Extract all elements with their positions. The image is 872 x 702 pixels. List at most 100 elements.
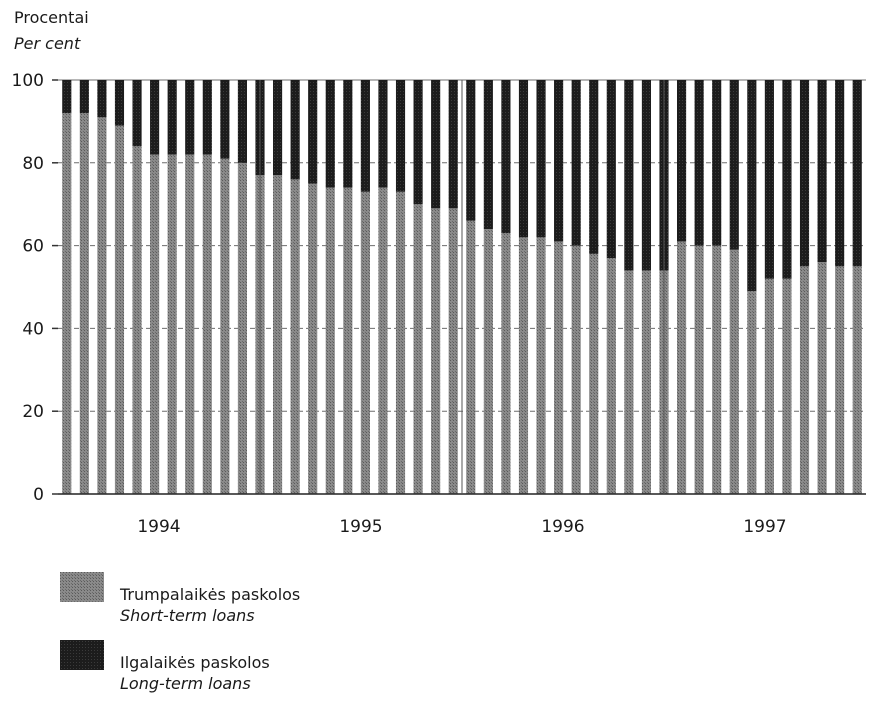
bar-short-term-13 bbox=[272, 175, 283, 494]
bar-short-term-21 bbox=[413, 204, 423, 494]
y-tick-label: 60 bbox=[22, 237, 44, 257]
bar-short-term-14 bbox=[290, 179, 300, 495]
bar-long-term-23 bbox=[448, 80, 458, 209]
tick-labels: 0 20 40 60 80 100 1994 1995 1996 1997 bbox=[12, 71, 787, 537]
bar-short-term-44 bbox=[817, 262, 827, 494]
bar-short-term-42 bbox=[782, 278, 792, 494]
bar-long-term-2 bbox=[79, 80, 89, 114]
y-tick-label: 20 bbox=[22, 402, 44, 422]
bar-long-term-5 bbox=[132, 80, 142, 147]
bar-short-term-15 bbox=[308, 183, 318, 494]
bar-long-term-45 bbox=[835, 80, 845, 267]
bar-short-term-18 bbox=[360, 191, 370, 494]
bar-short-term-30 bbox=[571, 245, 581, 494]
bar-short-term-25 bbox=[483, 229, 493, 495]
bar-short-term-36 bbox=[676, 241, 687, 494]
bar-short-term-10 bbox=[220, 158, 230, 494]
bar-long-term-36 bbox=[676, 80, 687, 242]
bar-long-term-17 bbox=[343, 80, 353, 188]
bar-long-term-15 bbox=[308, 80, 318, 184]
legend-swatch-short-term bbox=[60, 572, 104, 602]
y-tick-label: 40 bbox=[22, 319, 44, 339]
bar-long-term-41 bbox=[764, 80, 774, 279]
bar-long-term-1 bbox=[62, 80, 72, 114]
bar-long-term-24 bbox=[466, 80, 476, 221]
legend-label-long-term-en: Long-term loans bbox=[120, 674, 251, 693]
bar-short-term-8 bbox=[185, 154, 195, 494]
bar-long-term-6 bbox=[150, 80, 160, 155]
bar-short-term-46 bbox=[852, 266, 862, 494]
bar-long-term-30 bbox=[571, 80, 581, 246]
bar-long-term-37 bbox=[694, 80, 704, 246]
bar-long-term-19 bbox=[378, 80, 388, 188]
bar-long-term-39 bbox=[729, 80, 739, 250]
bar-short-term-33 bbox=[624, 270, 634, 494]
bar-long-term-46 bbox=[852, 80, 862, 267]
bar-short-term-43 bbox=[799, 266, 810, 494]
bar-long-term-21 bbox=[413, 80, 423, 205]
bar-short-term-11 bbox=[237, 162, 248, 495]
bar-long-term-27 bbox=[518, 80, 529, 238]
legend-label-short-term-en: Short-term loans bbox=[120, 606, 255, 625]
bar-short-term-34 bbox=[641, 270, 652, 494]
bar-long-term-3 bbox=[97, 80, 107, 118]
bar-long-term-38 bbox=[712, 80, 722, 246]
y-tick-label: 100 bbox=[12, 71, 44, 91]
bar-long-term-22 bbox=[431, 80, 441, 209]
bar-long-term-40 bbox=[747, 80, 757, 292]
legend-label-long-term-lt: Ilgalaikės paskolos bbox=[120, 653, 270, 672]
bar-short-term-27 bbox=[518, 237, 529, 494]
bar-short-term-45 bbox=[835, 266, 845, 494]
x-tick-label-year: 1997 bbox=[743, 517, 786, 537]
bar-short-term-6 bbox=[150, 154, 160, 494]
bar-long-term-8 bbox=[185, 80, 195, 155]
bar-short-term-19 bbox=[378, 187, 388, 494]
bar-short-term-28 bbox=[536, 237, 546, 494]
axes bbox=[52, 79, 866, 495]
bar-short-term-7 bbox=[167, 154, 177, 494]
y-axis-label-english: Per cent bbox=[14, 34, 81, 53]
bar-long-term-13 bbox=[272, 80, 283, 176]
bar-short-term-2 bbox=[79, 113, 89, 495]
x-tick-label-year: 1996 bbox=[541, 517, 584, 537]
bar-long-term-4 bbox=[114, 80, 125, 126]
bar-short-term-31 bbox=[589, 253, 599, 494]
bar-long-term-25 bbox=[483, 80, 493, 230]
bar-short-term-9 bbox=[202, 154, 212, 494]
bar-long-term-29 bbox=[554, 80, 564, 242]
bar-long-term-14 bbox=[290, 80, 300, 180]
bar-long-term-28 bbox=[536, 80, 546, 238]
bar-short-term-24 bbox=[466, 220, 476, 494]
legend-label-short-term-lt: Trumpalaikės paskolos bbox=[120, 585, 301, 604]
bar-short-term-20 bbox=[395, 191, 406, 494]
bar-long-term-26 bbox=[501, 80, 511, 234]
x-tick-label-year: 1995 bbox=[339, 517, 382, 537]
bar-long-term-20 bbox=[395, 80, 406, 192]
bar-short-term-1 bbox=[62, 113, 72, 495]
legend-swatch-long-term bbox=[60, 640, 104, 670]
bar-long-term-32 bbox=[606, 80, 616, 259]
x-tick-label-year: 1994 bbox=[137, 517, 180, 537]
bar-short-term-17 bbox=[343, 187, 353, 494]
bar-short-term-22 bbox=[431, 208, 441, 494]
bar-long-term-44 bbox=[817, 80, 827, 263]
bar-long-term-11 bbox=[237, 80, 248, 163]
bar-long-term-31 bbox=[589, 80, 599, 254]
bar-short-term-23 bbox=[448, 208, 458, 494]
bar-short-term-26 bbox=[501, 233, 511, 494]
bar-short-term-41 bbox=[764, 278, 774, 494]
bar-long-term-10 bbox=[220, 80, 230, 159]
bar-short-term-32 bbox=[606, 258, 616, 494]
bar-long-term-42 bbox=[782, 80, 792, 279]
bar-short-term-5 bbox=[132, 146, 142, 495]
bar-short-term-29 bbox=[554, 241, 564, 494]
bar-long-term-9 bbox=[202, 80, 212, 155]
bar-short-term-39 bbox=[729, 249, 739, 494]
bar-short-term-40 bbox=[747, 291, 757, 494]
bar-long-term-34 bbox=[641, 80, 652, 271]
bar-long-term-7 bbox=[167, 80, 177, 155]
bar-short-term-38 bbox=[712, 245, 722, 494]
y-axis-label-lithuanian: Procentai bbox=[14, 8, 89, 27]
y-tick-label: 0 bbox=[33, 485, 44, 505]
